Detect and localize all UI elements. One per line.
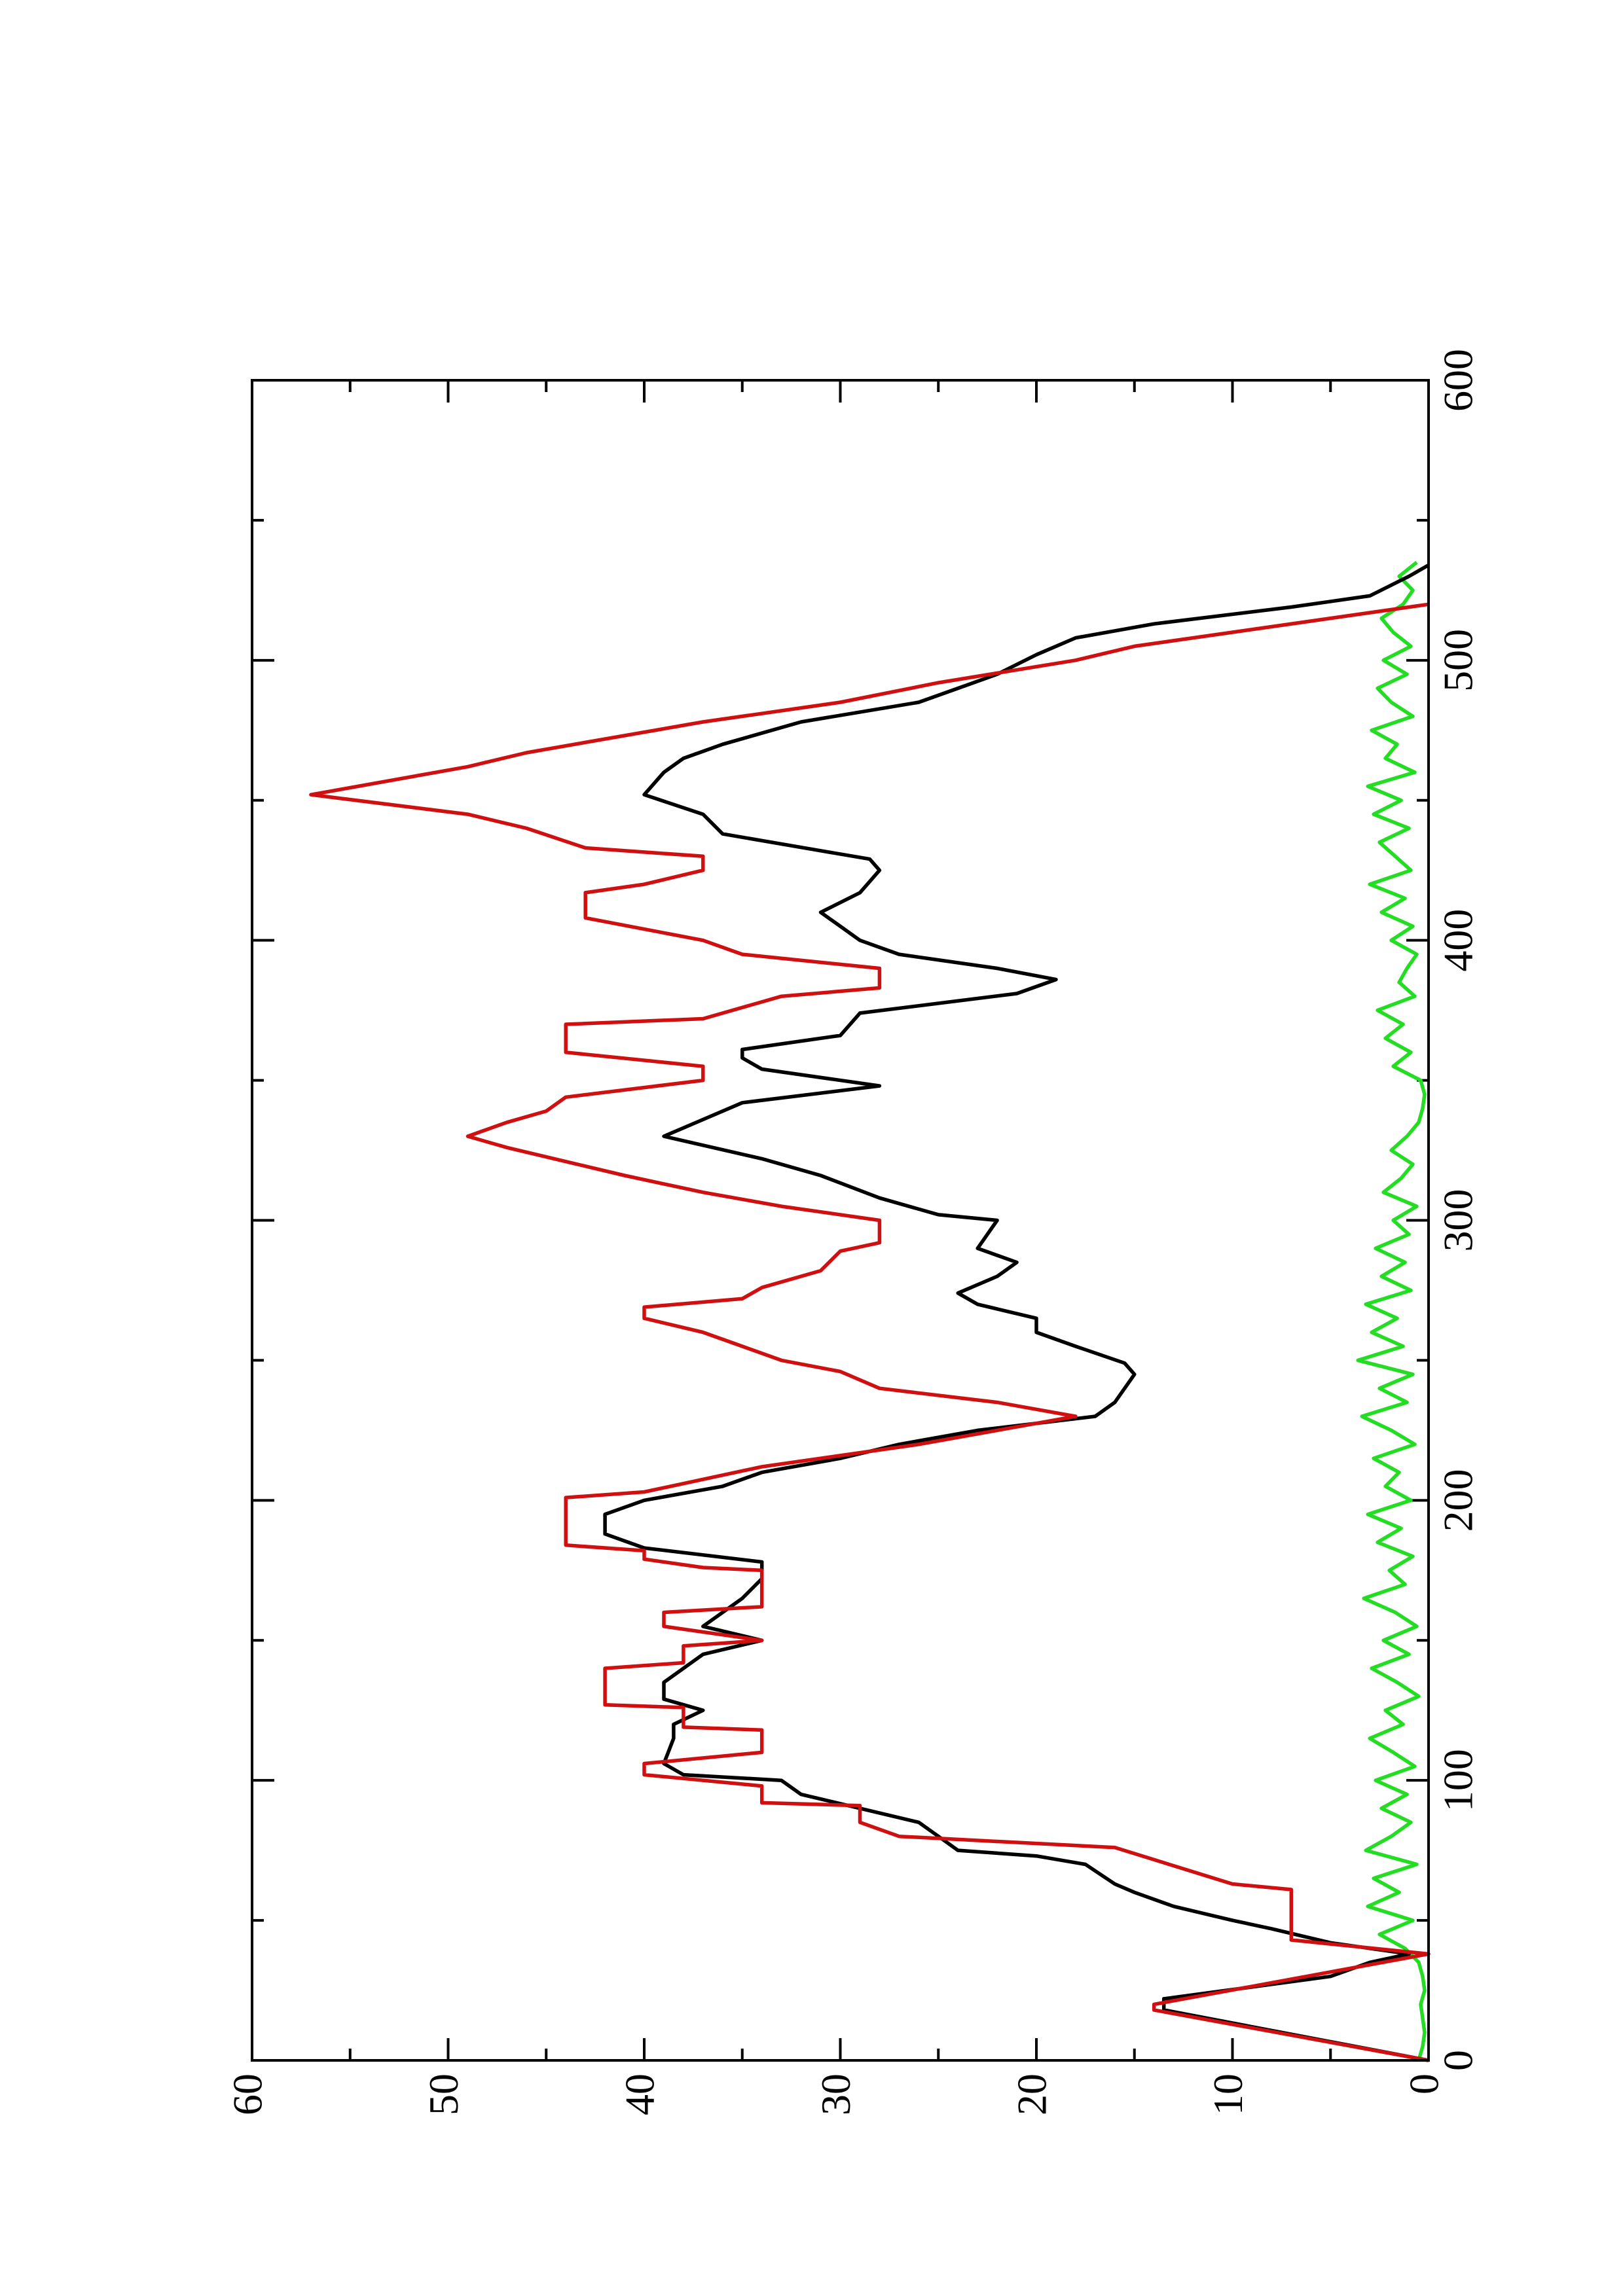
series-line xyxy=(603,564,1430,2062)
series-line xyxy=(309,602,1431,2062)
x-tick-label: 200 xyxy=(1435,1469,1482,1532)
y-tick-label: 60 xyxy=(225,2073,271,2115)
x-tick-label: 0 xyxy=(1435,2050,1482,2071)
y-tick-label: 40 xyxy=(617,2073,663,2115)
y-tick-label: 0 xyxy=(1401,2073,1448,2094)
series-line xyxy=(1356,560,1427,2061)
y-tick-label: 30 xyxy=(812,2073,859,2115)
x-tick-label: 600 xyxy=(1435,349,1482,412)
x-tick-label: 400 xyxy=(1435,909,1482,972)
x-tick-label: 300 xyxy=(1435,1189,1482,1252)
x-tick-label: 100 xyxy=(1435,1749,1482,1812)
y-tick-label: 50 xyxy=(420,2073,467,2115)
y-tick-label: 20 xyxy=(1009,2073,1055,2115)
plot-frame xyxy=(251,379,1430,2062)
y-tick-label: 10 xyxy=(1205,2073,1251,2115)
x-tick-label: 500 xyxy=(1435,629,1482,692)
